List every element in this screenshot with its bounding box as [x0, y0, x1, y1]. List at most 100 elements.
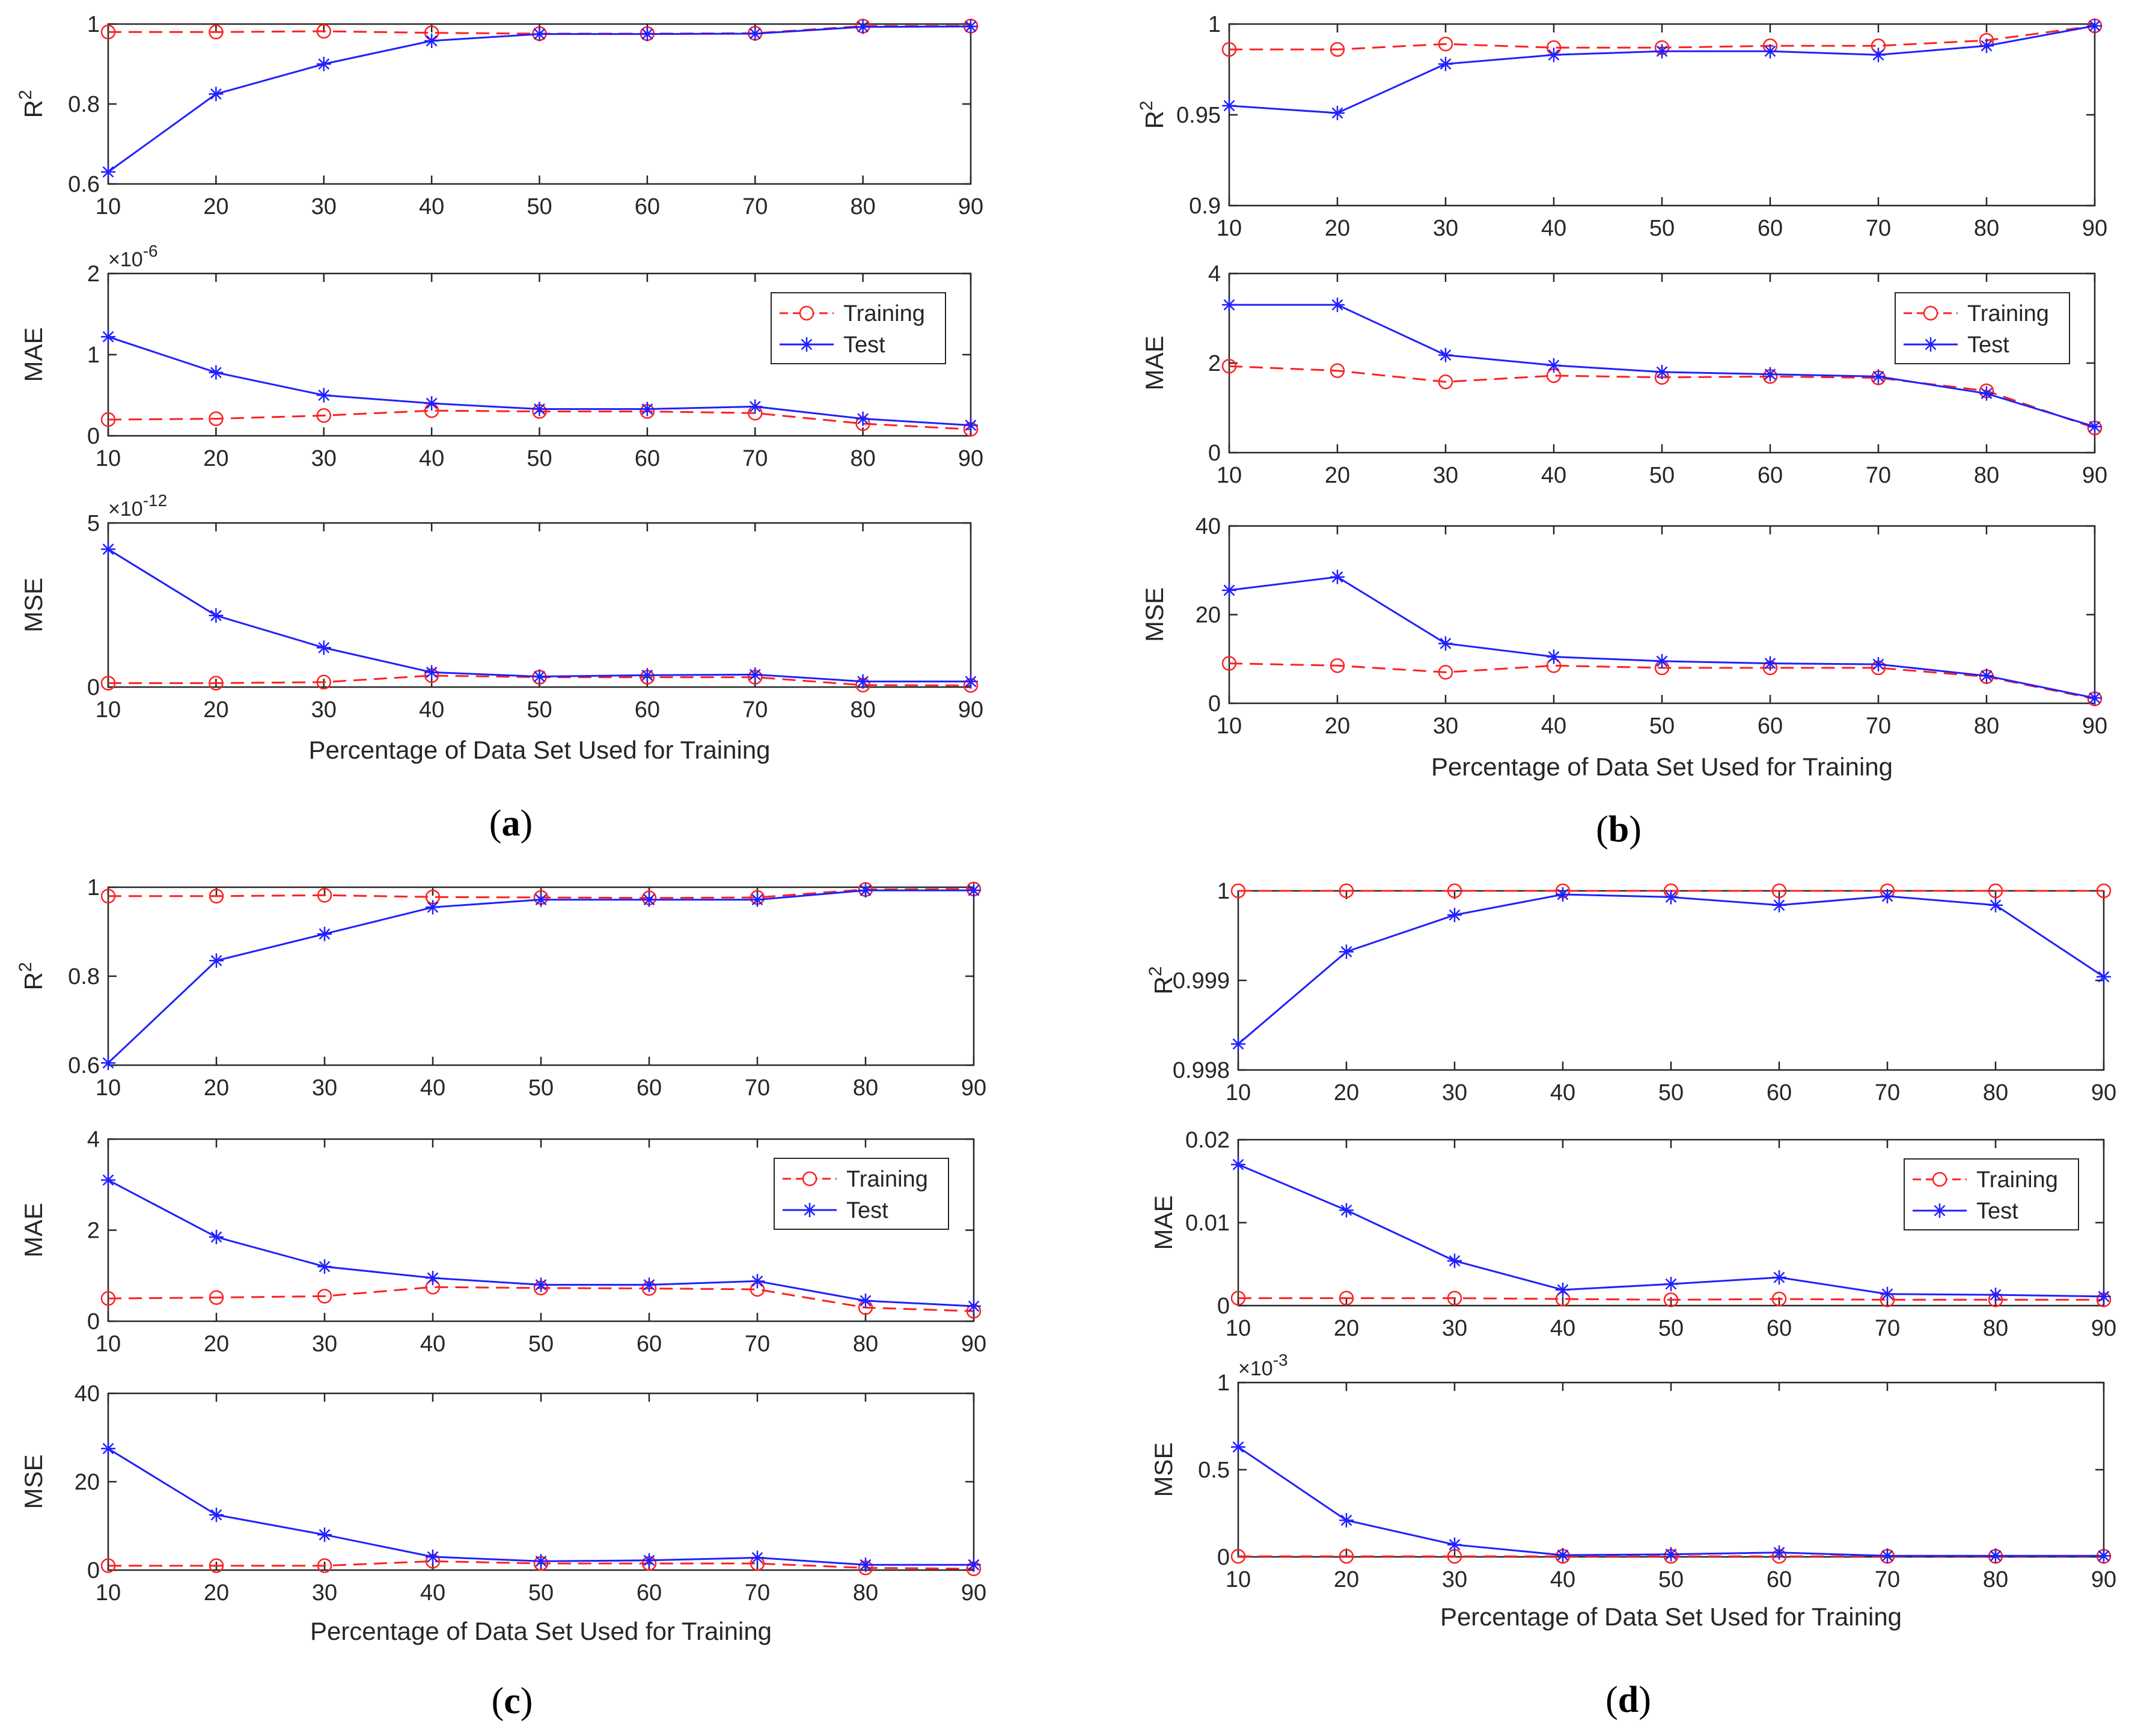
x-tick-label: 40 — [420, 1331, 445, 1357]
legend-label-test: Test — [843, 332, 885, 358]
marker-stroke — [965, 676, 977, 688]
marker-test — [1880, 1286, 1895, 1301]
x-axis-label-b: Percentage of Data Set Used for Training — [1431, 753, 1893, 781]
x-tick-label: 70 — [745, 1075, 770, 1101]
marker-stroke — [1881, 1550, 1893, 1562]
x-tick-label: 20 — [1334, 1080, 1359, 1105]
legend-box — [1895, 292, 2070, 364]
x-tick-label: 50 — [527, 446, 552, 471]
subplot-b-mse: 10 20 30 40 50 60 70 80 90 0 20 40 MSE — [1140, 514, 2107, 739]
panel-caption-b: (b) — [1596, 809, 1642, 850]
marker-stroke — [535, 1555, 547, 1567]
y-tick-label: 0 — [1217, 1294, 1230, 1319]
y-tick-label: 1 — [1208, 12, 1221, 37]
marker-test — [316, 640, 331, 655]
marker-training — [100, 1558, 116, 1573]
marker-stroke — [1557, 888, 1569, 900]
marker-stroke — [319, 1529, 331, 1541]
marker-stroke — [1223, 100, 1235, 112]
subplot-b-mae: 10 20 30 40 50 60 70 80 90 0 2 4 MAE Training Test — [1140, 261, 2107, 488]
marker-test — [534, 892, 548, 907]
marker-test — [1339, 1513, 1354, 1528]
marker-stroke — [1557, 1549, 1569, 1561]
y-tick-label: 1 — [1217, 1371, 1230, 1396]
marker-training — [209, 1290, 224, 1305]
x-tick-label: 10 — [96, 1331, 121, 1357]
y-axis-label: MSE — [19, 1454, 47, 1509]
x-tick-label: 20 — [204, 1580, 229, 1606]
x-tick-label: 90 — [2091, 1080, 2116, 1105]
x-tick-label: 20 — [203, 194, 228, 219]
marker-test — [1231, 1036, 1245, 1051]
marker-test — [209, 365, 224, 380]
x-tick-label: 20 — [204, 1331, 229, 1357]
x-tick-label: 60 — [635, 446, 660, 471]
x-tick-label: 30 — [311, 194, 337, 219]
y-tick-label: 0 — [1208, 691, 1221, 717]
legend-marker-training — [799, 305, 814, 321]
marker-stroke — [1981, 670, 1993, 682]
marker-stroke — [860, 1295, 872, 1307]
x-tick-label: 60 — [1758, 463, 1783, 488]
y-tick-label: 0 — [1217, 1545, 1230, 1570]
x-tick-label: 30 — [312, 1580, 337, 1606]
marker-stroke — [1340, 1204, 1352, 1216]
y-tick-label: 4 — [87, 1127, 100, 1152]
marker-test — [1330, 298, 1345, 313]
x-tick-label: 50 — [1649, 463, 1675, 488]
marker-stroke — [1232, 1441, 1244, 1453]
marker-test — [1772, 897, 1786, 912]
marker-test — [642, 1277, 656, 1292]
marker-stroke — [318, 390, 330, 401]
marker-stroke — [804, 1204, 816, 1216]
x-tick-label: 60 — [637, 1331, 662, 1357]
x-tick-label: 60 — [1758, 216, 1783, 241]
marker-stroke — [210, 610, 222, 622]
x-tick-label: 20 — [1334, 1316, 1359, 1341]
x-tick-label: 20 — [1325, 463, 1350, 488]
y-exponent-label: ×10-6 — [108, 242, 158, 271]
x-tick-label: 50 — [1658, 1316, 1684, 1341]
legend-marker-test — [1923, 337, 1938, 352]
marker-training — [1771, 883, 1787, 899]
panel-caption-c: (c) — [492, 1681, 533, 1722]
x-tick-label: 90 — [2082, 216, 2107, 241]
marker-stroke — [319, 928, 331, 940]
x-tick-label: 70 — [745, 1331, 770, 1357]
x-tick-label: 10 — [1217, 216, 1242, 241]
marker-stroke — [749, 401, 761, 412]
marker-stroke — [1656, 45, 1668, 57]
subplot-d-mae: 10 20 30 40 50 60 70 80 90 0 0.01 0.02 MAE Training Te… — [1149, 1128, 2116, 1341]
x-tick-label: 10 — [1217, 463, 1242, 488]
marker-stroke — [1449, 1255, 1461, 1267]
y-tick-label: 2 — [1208, 351, 1221, 376]
marker-test — [2097, 970, 2111, 985]
axes-box — [107, 1392, 975, 1571]
marker-training — [1447, 883, 1462, 899]
x-tick-label: 10 — [96, 697, 121, 723]
marker-test — [424, 396, 439, 411]
legend-marker-test — [802, 1203, 817, 1217]
legend-box — [774, 1158, 949, 1230]
x-tick-label: 20 — [203, 697, 228, 723]
marker-test — [316, 388, 331, 403]
marker-training — [209, 1558, 224, 1573]
x-tick-label: 60 — [637, 1075, 662, 1101]
x-tick-label: 80 — [1974, 714, 1999, 739]
x-tick-label: 50 — [528, 1331, 554, 1357]
x-tick-label: 70 — [745, 1580, 770, 1606]
marker-test — [2097, 1289, 2111, 1304]
x-tick-label: 90 — [958, 697, 983, 723]
subplot-d-mse: 10 20 30 40 50 60 70 80 90 0 0.5 1 ×10-3 MSE — [1149, 1351, 2116, 1592]
x-axis-label-c: Percentage of Data Set Used for Training — [310, 1617, 772, 1645]
y-tick-label: 0.95 — [1176, 103, 1221, 128]
marker-test — [642, 1553, 656, 1568]
marker-test — [424, 665, 439, 680]
x-tick-label: 30 — [1433, 463, 1458, 488]
x-tick-label: 80 — [1974, 463, 1999, 488]
marker-training — [1339, 883, 1354, 899]
x-tick-label: 30 — [1433, 216, 1458, 241]
marker-test — [1979, 386, 1994, 401]
x-tick-label: 10 — [1226, 1567, 1251, 1592]
